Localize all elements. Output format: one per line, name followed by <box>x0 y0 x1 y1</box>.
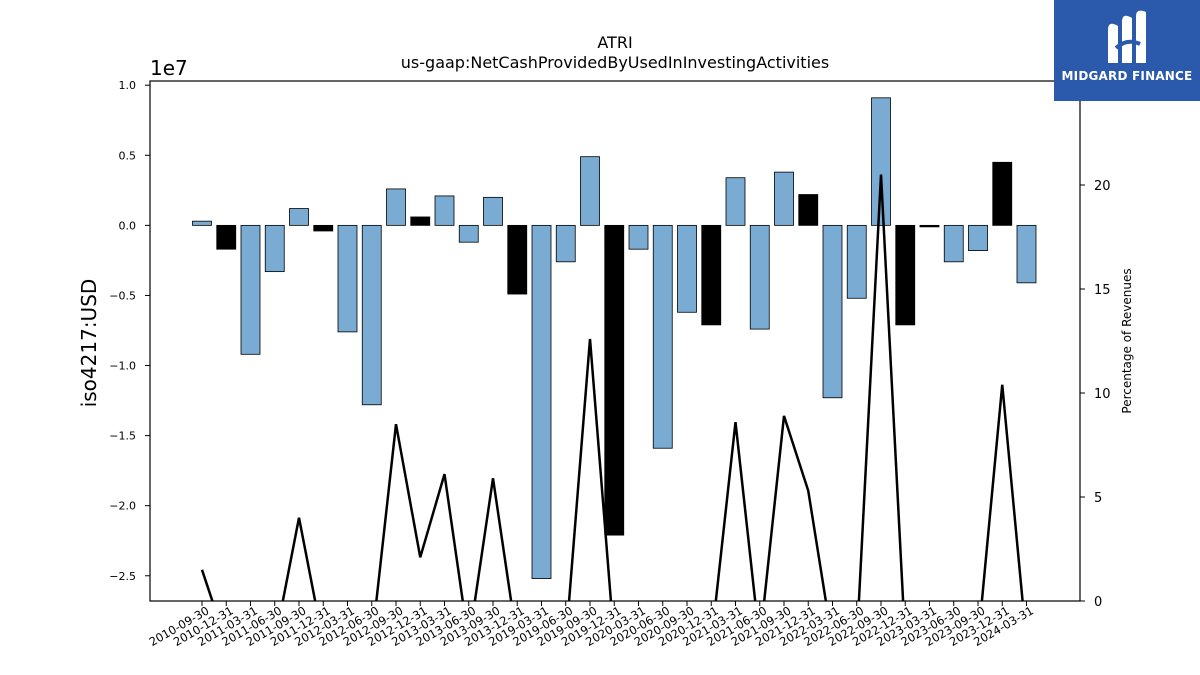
bar <box>531 224 552 579</box>
bar <box>846 224 867 299</box>
bar <box>483 196 503 226</box>
y2-tick-label: 5 <box>1094 491 1102 506</box>
bar <box>992 161 1013 226</box>
bar <box>798 194 819 226</box>
y-axis-label: iso4217:USD <box>77 279 101 408</box>
bar <box>943 224 964 263</box>
chart-subtitle: us-gaap:NetCashProvidedByUsedInInvesting… <box>401 53 829 72</box>
bar <box>871 97 891 226</box>
bar <box>434 195 455 226</box>
bar <box>580 156 600 226</box>
y-offset-label: 1e7 <box>150 56 188 80</box>
y-tick-label: −0.5 <box>109 289 136 302</box>
y-tick-label: −1.0 <box>109 360 136 373</box>
logo-text: MIDGARD FINANCE <box>1061 69 1193 83</box>
bar <box>822 224 843 399</box>
bar <box>458 224 479 243</box>
bar <box>628 224 649 250</box>
bar <box>410 216 431 226</box>
y2-axis-label: Percentage of Revenues <box>1120 268 1134 413</box>
bar <box>919 224 940 228</box>
bar <box>604 224 625 536</box>
bar <box>725 177 746 226</box>
bar <box>361 224 382 406</box>
bar <box>555 224 576 263</box>
bar <box>968 224 988 251</box>
y-tick-label: −1.5 <box>109 430 136 443</box>
bar <box>313 224 334 232</box>
y-tick-label: 0.0 <box>119 219 137 232</box>
bar <box>192 220 212 226</box>
y-tick-label: 0.5 <box>119 149 137 162</box>
bar <box>749 224 770 330</box>
bar <box>386 188 406 226</box>
bar <box>240 224 261 355</box>
bar <box>289 208 309 226</box>
plot-frame <box>149 80 1081 602</box>
bar <box>895 224 916 326</box>
brand-logo: MIDGARD FINANCE <box>1054 0 1200 101</box>
bar <box>216 224 237 250</box>
bar <box>774 171 794 226</box>
bars-layer <box>192 97 1037 579</box>
bar <box>677 224 697 313</box>
percentage-line <box>200 174 1024 601</box>
bar <box>264 224 285 273</box>
y-tick-label: 1.0 <box>119 79 137 92</box>
y2-tick-label: 0 <box>1094 595 1102 610</box>
bar <box>1016 224 1037 284</box>
bar <box>652 224 673 449</box>
line-layer <box>200 174 1024 601</box>
logo-mark-icon <box>1108 10 1146 64</box>
bar <box>701 224 722 326</box>
y-tick-label: −2.5 <box>109 570 136 583</box>
y-tick-label: −2.0 <box>109 500 136 513</box>
bar <box>337 224 358 333</box>
bar <box>507 224 528 295</box>
chart-title: ATRI <box>597 33 632 52</box>
y2-tick-label: 15 <box>1094 283 1111 298</box>
y2-tick-label: 10 <box>1094 387 1111 402</box>
y2-tick-label: 20 <box>1094 179 1111 194</box>
